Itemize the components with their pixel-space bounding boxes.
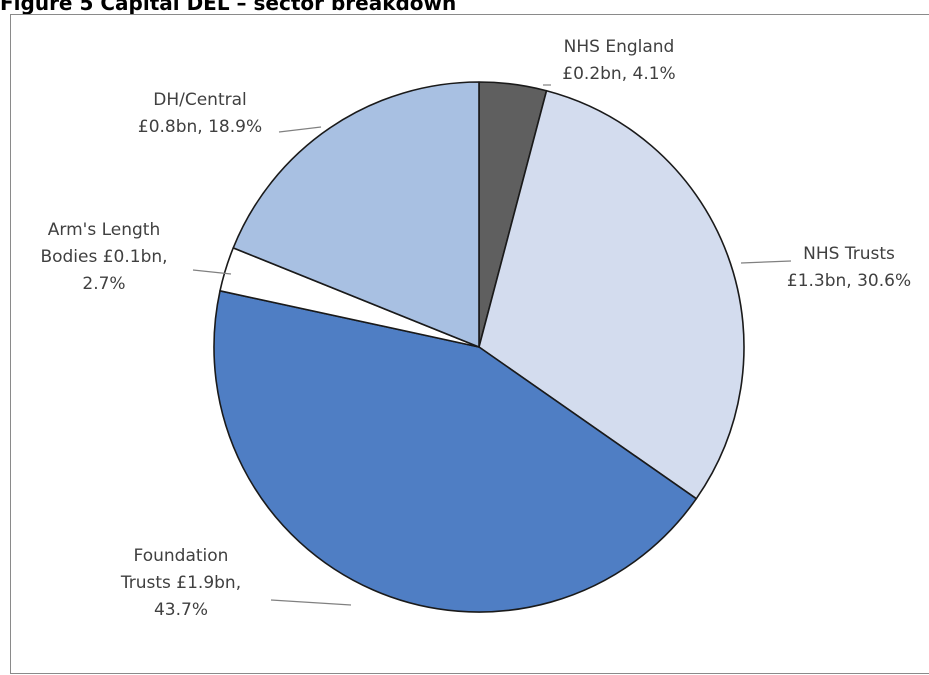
pie-chart: NHS England £0.2bn, 4.1% NHS Trusts £1.3bn,… <box>40 37 911 620</box>
chart-area: NHS England £0.2bn, 4.1% NHS Trusts £1.3bn,… <box>10 14 929 674</box>
leader-line-dh-central <box>278 126 322 133</box>
leader-line-nhs-trusts <box>740 260 792 264</box>
pie-slice-foundation-trusts <box>213 290 698 613</box>
pie-slices <box>213 81 745 613</box>
slice-label-dh-central: DH/Central £0.8bn, 18.9% <box>138 90 262 137</box>
leader-line-arm-s-length-bodies <box>192 269 232 275</box>
pie-slice-dh-central <box>232 81 480 348</box>
pie-slice-nhs-trusts <box>478 89 745 500</box>
slice-label-nhs-trusts: NHS Trusts £1.3bn, 30.6% <box>787 244 911 291</box>
slice-labels: NHS England £0.2bn, 4.1% NHS Trusts £1.3bn,… <box>40 37 911 620</box>
slice-label-nhs-england: NHS England £0.2bn, 4.1% <box>562 37 675 84</box>
leader-lines <box>192 84 792 606</box>
slice-label-arm-s-length-bodies: Arm's Length Bodies £0.1bn, 2.7% <box>40 220 167 294</box>
leader-line-foundation-trusts <box>270 599 352 606</box>
slice-label-foundation-trusts: Foundation Trusts £1.9bn, 43.7% <box>120 546 241 620</box>
figure-title: Figure 5 Capital DEL – sector breakdown <box>0 0 457 15</box>
